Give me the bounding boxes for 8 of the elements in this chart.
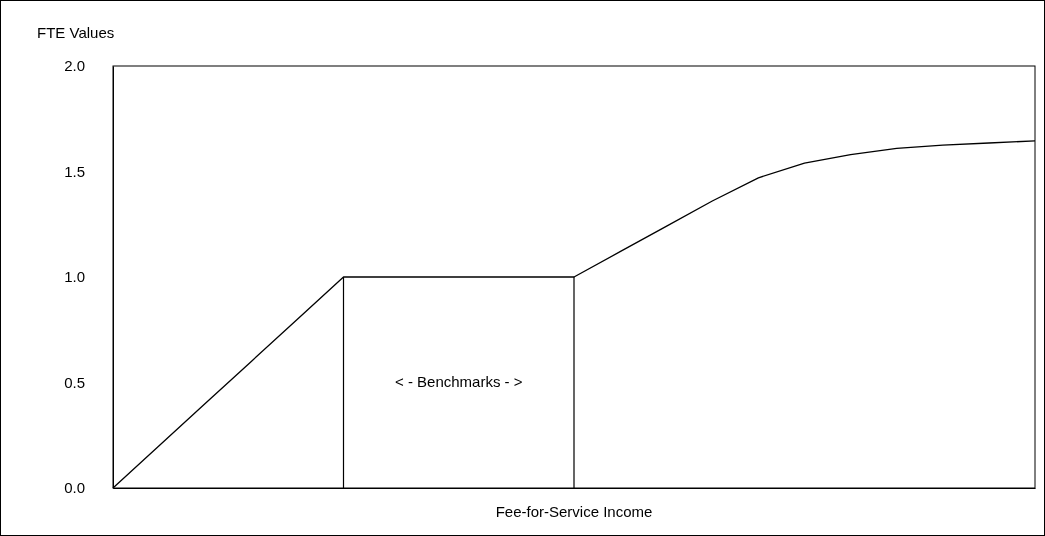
y-tick-label: 0.5 [64,373,85,391]
y-tick-label: 1.5 [64,162,85,180]
y-tick-label: 2.0 [64,57,85,75]
y-tick-label: 1.0 [64,268,85,286]
y-axis-title: FTE Values [37,24,115,41]
annotation: < - Benchmarks - > [394,372,523,390]
x-axis-title: Fee-for-Service Income [495,503,653,520]
y-tick-label: 0.0 [64,479,85,497]
